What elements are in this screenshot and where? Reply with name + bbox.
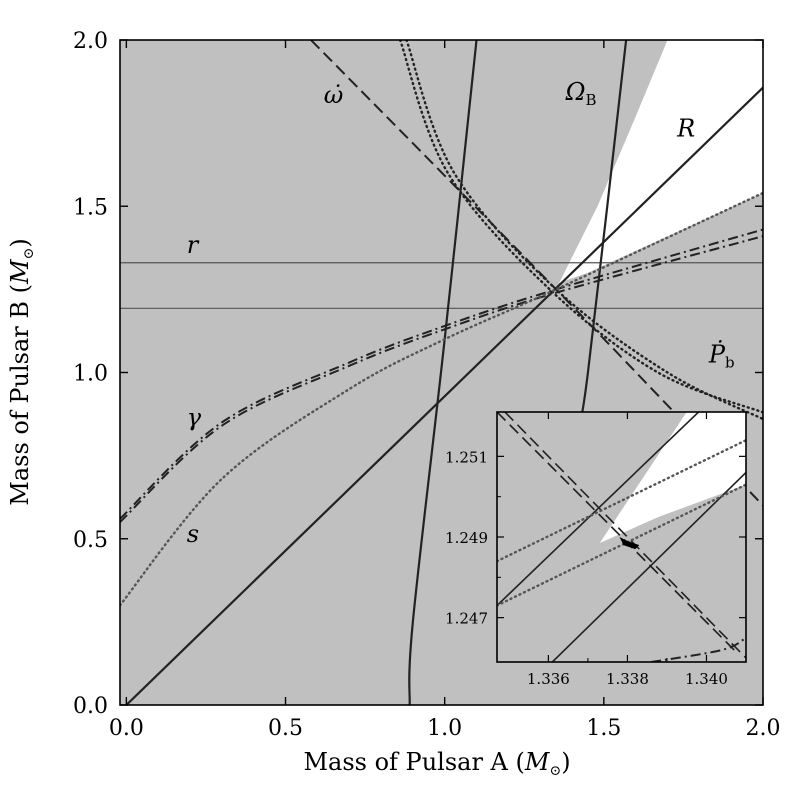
inset-best-fit-region	[619, 537, 640, 550]
y-tick-label: 0.5	[73, 528, 108, 553]
inset-x-tick-label: 1.338	[606, 670, 649, 688]
inset-x-tick-label: 1.340	[685, 670, 728, 688]
curve-label-series-5: γ	[187, 404, 202, 432]
curve-label-r-3: r	[187, 231, 200, 259]
inset-clip	[497, 412, 746, 662]
inset-plot-area: 1.336 1.338 1.340 1.247 1.249 1.251	[445, 411, 747, 688]
main-plot-clip	[120, 40, 763, 705]
curve-label-series-0: ω̇	[324, 81, 344, 109]
inset-curve-5	[497, 483, 746, 607]
curve-b-7	[398, 40, 763, 414]
main-plot-area: ω̇ ΩB Rr Ṗb γ s	[120, 40, 763, 705]
curve-label-series-4: Ṗb	[708, 340, 735, 372]
allowed-region	[559, 40, 763, 283]
curve-label-r-2: R	[676, 114, 695, 142]
inset-curve-0	[497, 412, 700, 607]
x-tick-label: 1.5	[586, 716, 621, 741]
main-axes: 0.0 0.5 1.0 1.5 2.0 0.0 0.5 1.0 1.5 2.0	[73, 29, 781, 741]
x-axis-title: Mass of Pulsar A (M⊙)	[303, 748, 570, 779]
inset-curve-4	[497, 439, 746, 563]
inset-curve-1	[551, 471, 746, 662]
curve-label-series-1: ΩB	[565, 78, 597, 109]
curve-label-s-6: s	[187, 520, 199, 548]
x-tick-label: 0.0	[109, 716, 144, 741]
curve-s-10	[120, 191, 763, 607]
axis-titles: Mass of Pulsar A (M⊙) Mass of Pulsar B (…	[6, 238, 571, 779]
y-tick-label: 0.0	[73, 694, 108, 719]
curve-series-8	[120, 228, 763, 520]
inset-curve-3	[504, 412, 746, 659]
inset-x-tick-label: 1.336	[527, 670, 570, 688]
curve-series-9	[120, 235, 763, 523]
y-axis-title: Mass of Pulsar B (M⊙)	[6, 238, 37, 505]
inset-y-tick-label: 1.249	[445, 529, 488, 547]
curve-b-3	[408, 40, 478, 705]
inset-y-tick-label: 1.251	[445, 448, 488, 466]
y-tick-label: 2.0	[73, 29, 108, 54]
x-tick-label: 0.5	[268, 716, 303, 741]
inset-allowed-region	[599, 412, 746, 543]
y-tick-label: 1.0	[73, 362, 108, 387]
x-tick-label: 2.0	[746, 716, 781, 741]
y-tick-label: 1.5	[73, 195, 108, 220]
inset-y-tick-label: 1.247	[445, 610, 488, 628]
x-tick-label: 1.0	[427, 716, 462, 741]
inset-curve-2	[497, 412, 739, 655]
curve-r-2	[125, 86, 763, 705]
